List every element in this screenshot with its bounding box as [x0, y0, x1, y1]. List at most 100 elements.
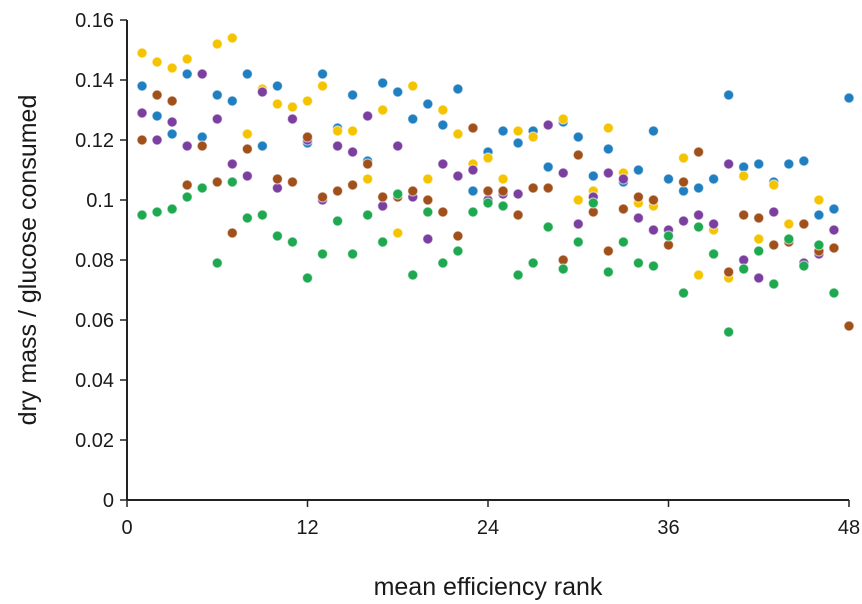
data-point [181, 179, 193, 191]
data-point [271, 173, 284, 185]
data-point [271, 98, 284, 110]
data-point [602, 266, 614, 278]
data-point [392, 140, 404, 152]
data-point [452, 170, 464, 182]
y-tick-label: 0.16 [75, 10, 114, 32]
series-2 [136, 32, 840, 284]
data-point [166, 62, 178, 74]
data-point [166, 95, 178, 107]
data-point [753, 158, 765, 170]
data-point [692, 209, 705, 221]
data-point [497, 200, 509, 212]
data-point [271, 80, 284, 92]
x-tick-label: 12 [296, 517, 318, 539]
data-point [828, 287, 840, 299]
data-point [211, 257, 223, 269]
data-point [437, 104, 449, 116]
data-point [196, 140, 208, 152]
data-point [723, 158, 735, 170]
data-point [362, 158, 374, 170]
data-point [843, 92, 855, 104]
x-tick-label: 48 [838, 517, 860, 539]
data-point [527, 257, 539, 269]
data-point [708, 173, 720, 185]
data-point [452, 245, 464, 257]
data-point [407, 80, 419, 92]
data-point [783, 233, 795, 245]
data-point [632, 257, 645, 269]
data-point [572, 218, 584, 230]
data-point [572, 194, 584, 206]
data-point [136, 80, 148, 92]
data-point [422, 173, 434, 185]
data-point [557, 263, 569, 275]
data-point [783, 218, 795, 230]
data-point [512, 125, 524, 137]
data-point [647, 125, 660, 137]
data-point [542, 221, 554, 233]
data-point [738, 209, 750, 221]
data-point [377, 236, 389, 248]
data-point [286, 236, 299, 248]
data-point [677, 215, 690, 227]
data-point [256, 209, 268, 221]
data-point [181, 140, 193, 152]
data-point [151, 134, 163, 146]
y-tick-label: 0.04 [75, 370, 114, 392]
data-point [151, 206, 163, 218]
x-axis-ticks: 0 12 24 36 48 [121, 500, 860, 539]
data-point [738, 170, 750, 182]
data-point [647, 260, 660, 272]
data-point [392, 188, 404, 200]
data-point [226, 158, 238, 170]
data-point [196, 68, 208, 80]
data-point [181, 191, 193, 203]
x-axis-title: mean efficiency rank [374, 573, 603, 601]
data-point [271, 230, 284, 242]
series-5 [136, 176, 840, 338]
data-point [768, 179, 780, 191]
data-point [467, 122, 479, 134]
data-point [723, 266, 735, 278]
data-point [512, 188, 524, 200]
data-point [211, 38, 223, 50]
data-point [828, 224, 840, 236]
series-4 [136, 89, 855, 332]
data-point [347, 125, 359, 137]
data-points [136, 32, 855, 338]
y-tick-label: 0.1 [86, 190, 114, 212]
data-point [512, 137, 524, 149]
data-point [331, 125, 344, 137]
data-point [437, 158, 449, 170]
data-point [422, 233, 434, 245]
data-point [301, 131, 314, 143]
data-point [286, 101, 299, 113]
data-point [557, 113, 569, 125]
data-point [196, 182, 208, 194]
data-point [647, 194, 660, 206]
data-point [723, 89, 735, 101]
data-point [497, 125, 509, 137]
data-point [572, 236, 584, 248]
data-point [467, 185, 479, 197]
data-point [362, 209, 374, 221]
data-point [392, 227, 404, 239]
data-point [813, 194, 825, 206]
data-point [377, 191, 389, 203]
x-tick-label: 36 [657, 517, 679, 539]
data-point [407, 113, 419, 125]
data-point [467, 206, 479, 218]
data-point [316, 191, 329, 203]
data-point [422, 206, 434, 218]
data-point [632, 164, 645, 176]
data-point [753, 245, 765, 257]
data-point [151, 110, 163, 122]
data-point [692, 146, 705, 158]
data-point [301, 272, 314, 284]
data-point [151, 56, 163, 68]
data-point [316, 68, 329, 80]
y-axis-title: dry mass / glucose consumed [14, 95, 42, 426]
data-point [226, 227, 238, 239]
data-point [452, 128, 464, 140]
data-point [587, 170, 599, 182]
